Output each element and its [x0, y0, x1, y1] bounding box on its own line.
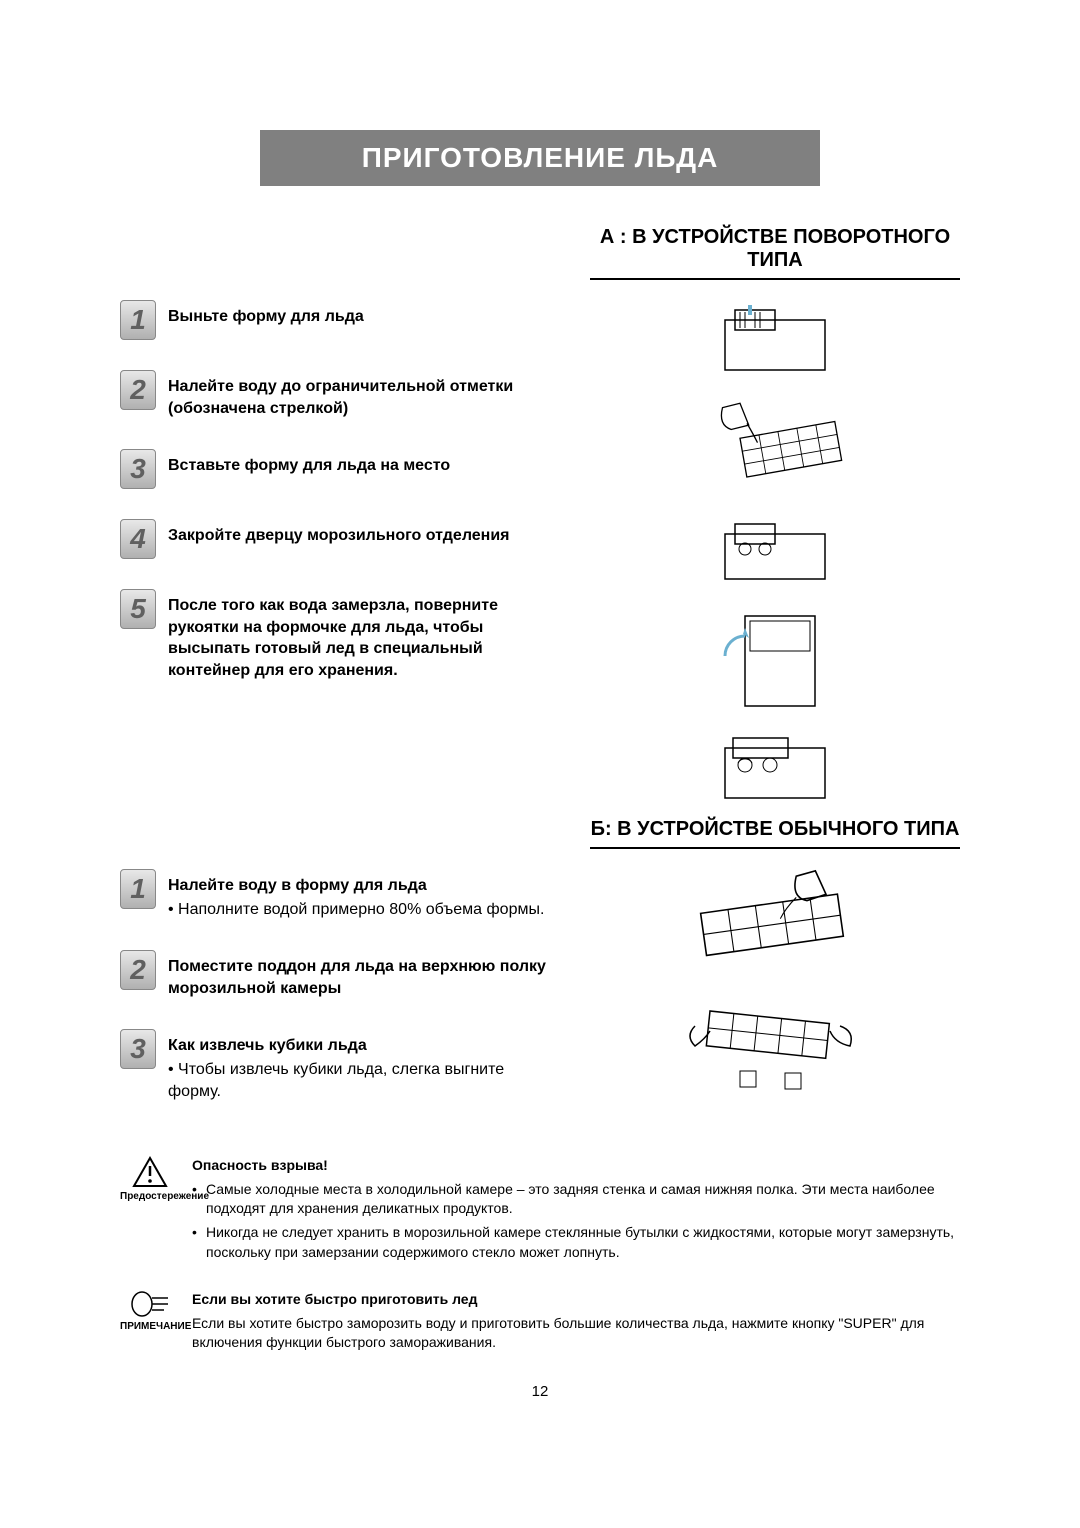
step-detail: • Наполните водой примерно 80% объема фо…	[168, 899, 544, 921]
step-b2: 2 Поместите поддон для льда на верхнюю п…	[120, 950, 560, 999]
note-block: ПРИМЕЧАНИЕ Если вы хотите быстро пригото…	[120, 1290, 960, 1353]
section-a-steps: 1 Выньте форму для льда 2 Налейте воду д…	[120, 300, 560, 808]
warning-block: Предостережение Опасность взрыва! Самые …	[120, 1156, 960, 1266]
step-title: Закройте дверцу морозильного отделения	[168, 525, 510, 547]
step-number: 5	[120, 589, 156, 629]
step-a3: 3 Вставьте форму для льда на место	[120, 449, 560, 489]
step-number: 2	[120, 370, 156, 410]
diagram-twist-tray-icon	[680, 991, 870, 1101]
section-a-content: 1 Выньте форму для льда 2 Налейте воду д…	[120, 300, 960, 808]
warning-icon: Предостережение	[120, 1156, 180, 1204]
page-title: ПРИГОТОВЛЕНИЕ ЛЬДА	[260, 130, 820, 186]
warning-item: Самые холодные места в холодильной камер…	[192, 1180, 960, 1219]
warning-label: Предостережение	[120, 1190, 180, 1204]
diagram-insert-tray-icon	[705, 514, 845, 594]
step-a5: 5 После того как вода замерзла, повернит…	[120, 589, 560, 681]
section-a-diagrams	[590, 300, 960, 808]
diagram-close-door-icon	[705, 606, 845, 716]
step-title: Выньте форму для льда	[168, 306, 364, 328]
step-a4: 4 Закройте дверцу морозильного отделения	[120, 519, 560, 559]
manual-page: ПРИГОТОВЛЕНИЕ ЛЬДА А : В УСТРОЙСТВЕ ПОВО…	[0, 0, 1080, 1400]
note-body: Если вы хотите быстро приготовить лед Ес…	[192, 1290, 960, 1353]
step-b3: 3 Как извлечь кубики льда • Чтобы извлеч…	[120, 1029, 560, 1102]
step-title: Как извлечь кубики льда	[168, 1035, 560, 1057]
warning-body: Опасность взрыва! Самые холодные места в…	[192, 1156, 960, 1266]
step-title: Вставьте форму для льда на место	[168, 455, 450, 477]
step-title: Поместите поддон для льда на верхнюю пол…	[168, 956, 560, 999]
step-number: 1	[120, 869, 156, 909]
step-title: Налейте воду в форму для льда	[168, 875, 544, 897]
section-a-header: А : В УСТРОЙСТВЕ ПОВОРОТНОГО ТИПА	[590, 226, 960, 280]
step-number: 3	[120, 1029, 156, 1069]
section-b-content: 1 Налейте воду в форму для льда • Наполн…	[120, 869, 960, 1132]
step-number: 1	[120, 300, 156, 340]
step-detail: • Чтобы извлечь кубики льда, слегка выгн…	[168, 1059, 560, 1102]
warning-title: Опасность взрыва!	[192, 1156, 960, 1176]
section-b-steps: 1 Налейте воду в форму для льда • Наполн…	[120, 869, 560, 1132]
section-b-diagrams	[590, 869, 960, 1132]
step-title: После того как вода замерзла, поверните …	[168, 595, 560, 681]
step-number: 3	[120, 449, 156, 489]
diagram-fill-tray-icon	[690, 869, 860, 979]
step-a2: 2 Налейте воду до ограничительной отметк…	[120, 370, 560, 419]
diagram-turn-knob-icon	[705, 728, 845, 808]
note-label: ПРИМЕЧАНИЕ	[120, 1320, 180, 1334]
step-number: 2	[120, 950, 156, 990]
note-title: Если вы хотите быстро приготовить лед	[192, 1290, 960, 1310]
diagram-remove-tray-icon	[705, 300, 845, 380]
page-number: 12	[120, 1383, 960, 1400]
note-text: Если вы хотите быстро заморозить воду и …	[192, 1314, 960, 1353]
section-b-header: Б: В УСТРОЙСТВЕ ОБЫЧНОГО ТИПА	[590, 818, 960, 849]
warning-item: Никогда не следует хранить в морозильной…	[192, 1223, 960, 1262]
step-a1: 1 Выньте форму для льда	[120, 300, 560, 340]
note-icon: ПРИМЕЧАНИЕ	[120, 1290, 180, 1334]
diagram-pour-water-icon	[705, 392, 845, 502]
step-title: Налейте воду до ограничительной отметки …	[168, 376, 560, 419]
step-number: 4	[120, 519, 156, 559]
step-b1: 1 Налейте воду в форму для льда • Наполн…	[120, 869, 560, 920]
